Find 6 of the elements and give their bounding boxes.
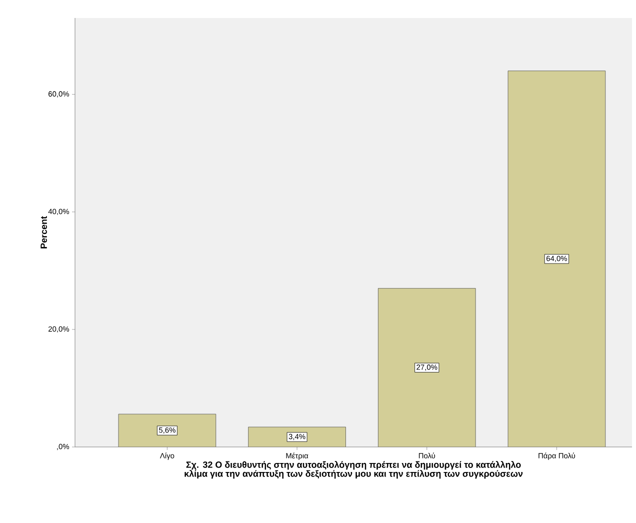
bar <box>118 414 216 447</box>
bar <box>248 426 346 447</box>
x-axis-title: Σχ. 32 Ο διευθυντής στην αυτοαξιολόγηση πρέπει να δημιουργεί το κατάλληλο κλίμα για την ανάπτυξη των δεξιοτήτων μου και την επίλυση των συγκρούσεων <box>184 461 523 479</box>
y-axis-title: Percent <box>40 216 47 248</box>
bar <box>378 288 476 447</box>
bar <box>508 70 606 447</box>
